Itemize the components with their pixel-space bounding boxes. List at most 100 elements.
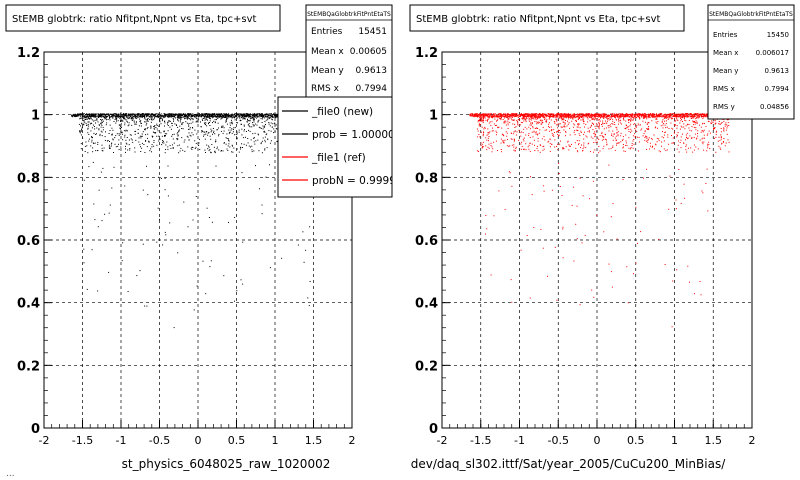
scatter-point — [171, 122, 173, 124]
scatter-point — [160, 117, 162, 119]
scatter-point — [260, 118, 262, 120]
scatter-point — [127, 114, 129, 116]
scatter-point — [684, 114, 686, 116]
scatter-point — [236, 137, 238, 139]
scatter-point — [728, 141, 730, 143]
scatter-point — [208, 146, 210, 148]
scatter-point — [634, 123, 636, 124]
scatter-point — [657, 121, 659, 122]
x-tick-label: 1 — [272, 434, 279, 447]
stats-box-name: StEMBQaGlobtrkFitPntEtaTS — [307, 11, 391, 18]
scatter-point — [195, 146, 197, 148]
scatter-point — [221, 117, 223, 119]
scatter-point — [531, 122, 533, 124]
scatter-point — [637, 115, 639, 117]
scatter-point — [211, 144, 213, 145]
scatter-point — [630, 116, 632, 118]
scatter-point — [222, 116, 224, 118]
scatter-point — [248, 123, 250, 125]
scatter-point — [582, 113, 584, 115]
scatter-point — [679, 122, 681, 124]
scatter-point — [643, 113, 645, 115]
scatter-point — [528, 148, 530, 150]
scatter-point — [675, 116, 677, 118]
scatter-point — [630, 128, 632, 130]
scatter-point — [213, 113, 215, 115]
scatter-point — [225, 143, 227, 145]
scatter-point — [260, 115, 262, 117]
scatter-point — [225, 137, 227, 139]
scatter-point — [244, 129, 245, 131]
scatter-point — [690, 147, 692, 149]
scatter-point — [111, 134, 113, 136]
scatter-point — [192, 147, 194, 148]
scatter-point — [602, 122, 604, 124]
scatter-point — [97, 226, 99, 228]
scatter-point — [186, 116, 187, 118]
scatter-point — [202, 130, 203, 132]
scatter-point — [630, 114, 632, 116]
scatter-point — [121, 133, 123, 135]
scatter-point — [93, 114, 94, 116]
scatter-point — [618, 113, 620, 115]
scatter-point — [634, 133, 636, 135]
scatter-point — [685, 144, 687, 146]
scatter-point — [648, 114, 650, 116]
scatter-point — [257, 113, 258, 115]
scatter-point — [577, 130, 579, 132]
scatter-point — [89, 117, 91, 119]
scatter-point — [186, 116, 188, 118]
scatter-point — [232, 145, 233, 147]
scatter-point — [100, 114, 102, 115]
scatter-point — [685, 125, 687, 127]
scatter-point — [656, 122, 658, 124]
scatter-point — [226, 114, 228, 115]
scatter-point — [594, 125, 596, 127]
scatter-point — [544, 116, 546, 118]
scatter-point — [164, 152, 166, 154]
scatter-point — [239, 119, 241, 121]
scatter-point — [702, 113, 704, 115]
scatter-point — [98, 114, 100, 116]
scatter-point — [161, 115, 163, 117]
scatter-point — [226, 114, 228, 116]
scatter-point — [587, 121, 589, 123]
scatter-point — [575, 147, 577, 149]
scatter-point — [587, 114, 589, 116]
scatter-point — [200, 115, 202, 116]
scatter-point — [84, 117, 86, 119]
scatter-point — [254, 132, 256, 134]
scatter-point — [129, 113, 131, 115]
scatter-point — [108, 144, 110, 146]
scatter-point — [246, 115, 248, 117]
scatter-point — [88, 114, 89, 115]
scatter-point — [152, 131, 154, 133]
scatter-point — [593, 113, 595, 115]
scatter-point — [258, 134, 259, 136]
scatter-point — [609, 119, 611, 120]
scatter-point — [209, 115, 211, 117]
scatter-point — [656, 115, 658, 117]
scatter-point — [541, 138, 543, 140]
scatter-point — [585, 115, 587, 117]
scatter-point — [172, 114, 174, 116]
scatter-point — [695, 115, 697, 117]
scatter-point — [677, 132, 679, 134]
scatter-point — [612, 116, 614, 118]
scatter-point — [494, 118, 496, 120]
scatter-point — [500, 115, 502, 117]
legend-label: _file1 (ref) — [311, 152, 366, 164]
scatter-point — [724, 125, 726, 127]
scatter-point — [548, 116, 550, 118]
scatter-point — [195, 121, 197, 123]
scatter-point — [144, 152, 146, 153]
scatter-point — [513, 113, 515, 115]
scatter-point — [548, 140, 550, 142]
scatter-point — [150, 117, 152, 119]
scatter-point — [499, 113, 501, 115]
scatter-point — [612, 135, 614, 137]
scatter-point — [113, 166, 115, 168]
scatter-point — [703, 114, 705, 116]
scatter-point — [178, 152, 180, 154]
scatter-point — [569, 145, 571, 147]
